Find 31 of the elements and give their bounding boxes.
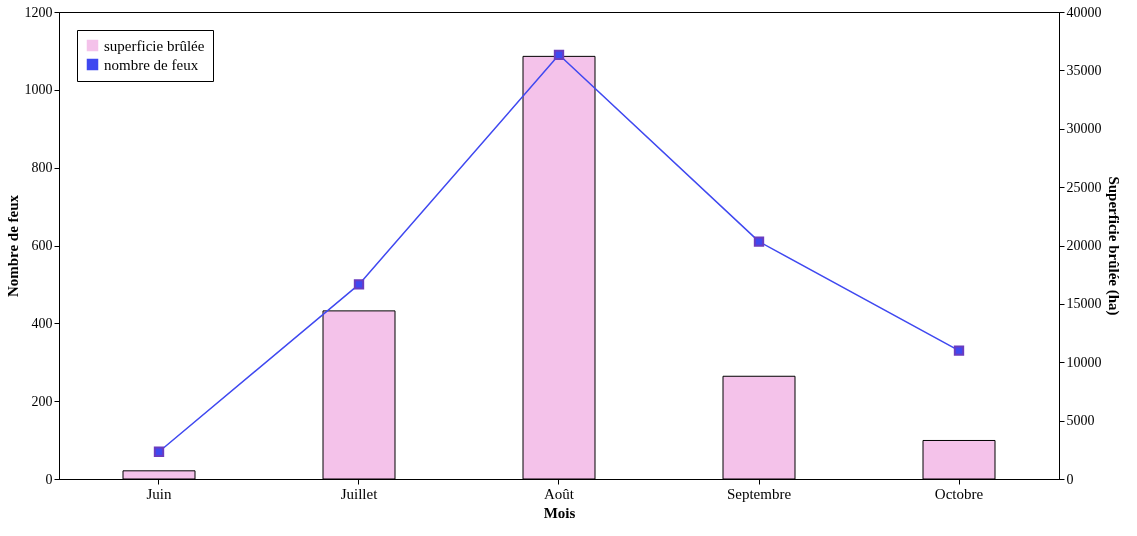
point bbox=[153, 446, 165, 457]
y2-tick-label: 25000 bbox=[1066, 179, 1102, 195]
x-tick-label: Août bbox=[544, 485, 575, 502]
point bbox=[353, 279, 365, 290]
y-tick-label: 200 bbox=[31, 393, 53, 409]
y2-tick-label: 10000 bbox=[1066, 354, 1102, 370]
y2-tick-label: 40000 bbox=[1066, 4, 1102, 20]
y2-tick-label: 0 bbox=[1066, 471, 1074, 487]
y-tick-label: 800 bbox=[31, 160, 53, 176]
x-axis-title: Mois bbox=[543, 504, 576, 521]
y-tick-label: 400 bbox=[31, 315, 53, 331]
y2-axis-title: Superficie brûlée (ha) bbox=[1104, 176, 1122, 316]
y-tick-label: 0 bbox=[45, 471, 53, 487]
x-tick-label: Octobre bbox=[934, 485, 984, 502]
x-tick-label: Septembre bbox=[726, 485, 792, 502]
legend-label: nombre de feux bbox=[104, 56, 199, 73]
point bbox=[553, 49, 565, 60]
y-tick-label: 600 bbox=[31, 238, 53, 253]
point bbox=[953, 345, 965, 356]
y2-tick-label: 15000 bbox=[1066, 296, 1102, 312]
y2-tick-label: 20000 bbox=[1066, 238, 1102, 253]
y-tick-label: 1200 bbox=[24, 4, 53, 20]
y2-tick-label: 35000 bbox=[1066, 62, 1102, 78]
y-axis-title: Nombre de feux bbox=[4, 194, 21, 298]
x-tick-label: Juin bbox=[146, 485, 172, 502]
point bbox=[753, 236, 765, 247]
x-tick-label: Juillet bbox=[340, 485, 379, 502]
y-tick-label: 1000 bbox=[24, 82, 53, 98]
y2-tick-label: 30000 bbox=[1066, 121, 1102, 137]
y2-tick-label: 5000 bbox=[1066, 413, 1095, 429]
legend-label: superficie brûlée bbox=[104, 37, 205, 54]
